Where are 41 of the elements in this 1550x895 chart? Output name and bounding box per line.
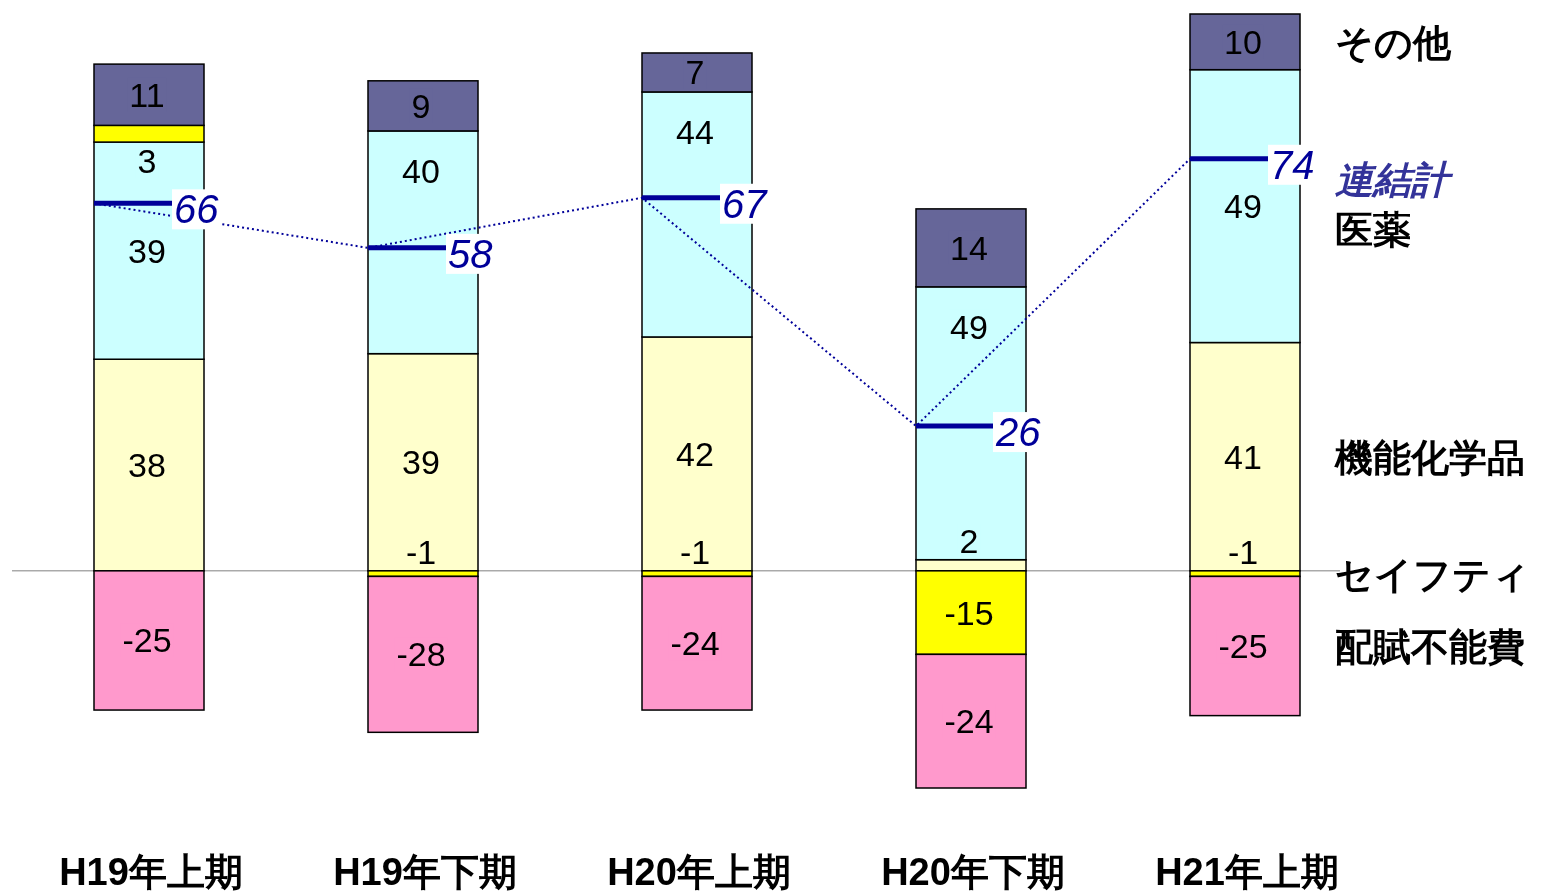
data-label: -24 bbox=[670, 624, 720, 663]
x-tick-label: H20年下期 bbox=[881, 851, 1065, 893]
data-label: 39 bbox=[128, 231, 166, 270]
data-label: -25 bbox=[1218, 627, 1268, 666]
x-tick-label: H19年下期 bbox=[333, 851, 517, 893]
x-tick-label: H19年上期 bbox=[59, 851, 243, 893]
data-label: 44 bbox=[676, 112, 714, 151]
data-label: 11 bbox=[129, 75, 165, 114]
data-label: 9 bbox=[411, 86, 431, 125]
data-label: 49 bbox=[950, 307, 988, 346]
data-label: -28 bbox=[396, 635, 446, 674]
data-label: 38 bbox=[128, 446, 166, 485]
data-label: -24 bbox=[944, 702, 994, 741]
text: 連結計 bbox=[1335, 158, 1454, 201]
data-label: 10 bbox=[1224, 22, 1262, 61]
series-label: その他 bbox=[1335, 21, 1452, 64]
data-label: -25 bbox=[122, 621, 172, 660]
data-label: 42 bbox=[676, 434, 714, 473]
data-label: 7 bbox=[685, 53, 705, 92]
series-label: 医薬 bbox=[1335, 208, 1411, 251]
data-label: 58 bbox=[448, 231, 494, 276]
data-label: 14 bbox=[950, 228, 988, 267]
data-label: 3 bbox=[137, 142, 157, 181]
data-label: -1 bbox=[679, 532, 711, 571]
data-label: 26 bbox=[995, 410, 1042, 455]
data-label: -1 bbox=[405, 532, 437, 571]
data-label: 41 bbox=[1224, 437, 1262, 476]
series-label: 配賦不能費 bbox=[1335, 626, 1525, 669]
series-label: 機能化学品 bbox=[1334, 436, 1525, 479]
x-tick-label: H20年上期 bbox=[607, 851, 791, 893]
x-tick-label: H21年上期 bbox=[1155, 851, 1339, 893]
data-label: 66 bbox=[174, 187, 220, 232]
series-label: セイフティ bbox=[1335, 553, 1530, 596]
data-label: 39 bbox=[402, 443, 440, 482]
data-label: -1 bbox=[1227, 532, 1259, 571]
data-label: 67 bbox=[722, 181, 769, 226]
data-label: -15 bbox=[944, 593, 994, 632]
data-label: 74 bbox=[1270, 142, 1315, 187]
data-label: 2 bbox=[959, 521, 979, 560]
data-label: 49 bbox=[1224, 187, 1262, 226]
data-label: 40 bbox=[402, 151, 440, 190]
